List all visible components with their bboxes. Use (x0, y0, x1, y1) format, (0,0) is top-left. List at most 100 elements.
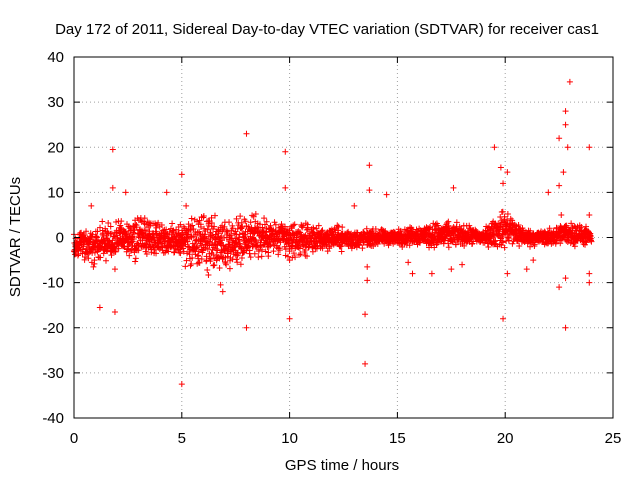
band-point (204, 246, 211, 253)
band-point (453, 219, 460, 226)
y-tick-label: 10 (47, 184, 64, 201)
band-point (252, 237, 259, 244)
band-point (140, 218, 147, 225)
outlier-point (448, 266, 455, 273)
outlier-point (558, 211, 565, 218)
band-point (194, 243, 201, 250)
band-point (583, 223, 590, 230)
outlier-point (504, 270, 511, 277)
band-point (226, 238, 233, 245)
band-point (97, 224, 103, 231)
outlier-point (562, 275, 569, 282)
outlier-point (362, 360, 369, 367)
band-point (201, 231, 208, 238)
band-point (188, 260, 195, 267)
band-point (560, 232, 567, 239)
band-point (182, 263, 189, 270)
band-point (513, 222, 520, 229)
band-point (193, 244, 200, 251)
band-point (291, 221, 298, 228)
band-point (97, 254, 104, 261)
band-point (206, 242, 213, 249)
band-point (229, 225, 236, 232)
band-point (112, 248, 119, 255)
outlier-point (545, 189, 552, 196)
band-point (582, 238, 589, 245)
outlier-point (497, 164, 504, 171)
band-point (297, 251, 304, 258)
band-point (153, 224, 160, 231)
y-tick-label: -40 (42, 410, 64, 427)
band-point (91, 260, 98, 267)
band-point (285, 253, 292, 260)
band-point (85, 255, 92, 262)
band-point (133, 224, 140, 231)
band-point (249, 212, 256, 219)
band-point (105, 219, 112, 226)
x-tick-labels: 0 5 10 15 20 25 (70, 430, 622, 447)
band-point (434, 222, 441, 229)
outlier-point (450, 184, 457, 191)
band-point (516, 242, 523, 249)
band-point (163, 231, 170, 238)
band-point (434, 240, 441, 247)
band-point (205, 272, 212, 279)
band-point (509, 240, 516, 247)
outlier-point (459, 261, 466, 268)
band-point (131, 230, 138, 237)
band-point (292, 254, 299, 261)
outlier-point (500, 315, 507, 322)
outlier-point (562, 324, 569, 331)
band-point (276, 245, 283, 252)
band-point (207, 256, 214, 263)
band-point (143, 250, 150, 257)
y-tick-label: -10 (42, 275, 64, 292)
band-point (81, 232, 88, 239)
band-point (208, 214, 215, 221)
band-point (115, 245, 122, 252)
band-point (203, 257, 210, 264)
band-point (177, 250, 184, 257)
band-point (262, 248, 269, 255)
band-point (185, 243, 192, 250)
outlier-point (96, 304, 103, 311)
band-point (233, 256, 240, 263)
outlier-point (351, 202, 358, 209)
outlier-point (122, 189, 129, 196)
outlier-point (428, 270, 435, 277)
band-point (324, 248, 331, 255)
band-point (303, 253, 310, 260)
band-point (237, 213, 244, 220)
band-point (165, 248, 172, 255)
band-point (238, 254, 245, 261)
y-tick-label: -30 (42, 365, 64, 382)
band-point (500, 239, 507, 246)
band-point (208, 219, 215, 226)
data-points (70, 78, 595, 388)
band-point (501, 244, 508, 251)
band-point (180, 248, 187, 255)
outlier-point (362, 311, 369, 318)
band-point (183, 257, 190, 264)
outlier-point (383, 191, 390, 198)
outlier-point (286, 315, 293, 322)
band-point (94, 248, 101, 255)
outlier-point (566, 78, 573, 85)
band-point (334, 227, 341, 234)
band-point (568, 220, 575, 227)
band-point (170, 249, 177, 256)
band-point (170, 227, 177, 234)
outlier-point (111, 266, 118, 273)
outlier-point (530, 257, 537, 264)
band-point (93, 234, 100, 241)
band-point (155, 219, 162, 226)
band-point (117, 222, 124, 229)
outlier-point (364, 277, 371, 284)
band-point (226, 219, 233, 226)
band-point (313, 245, 320, 252)
band-point (571, 223, 578, 230)
band-point (254, 224, 261, 231)
outlier-point (219, 288, 226, 295)
outlier-point (405, 259, 412, 266)
band-point (237, 261, 244, 268)
